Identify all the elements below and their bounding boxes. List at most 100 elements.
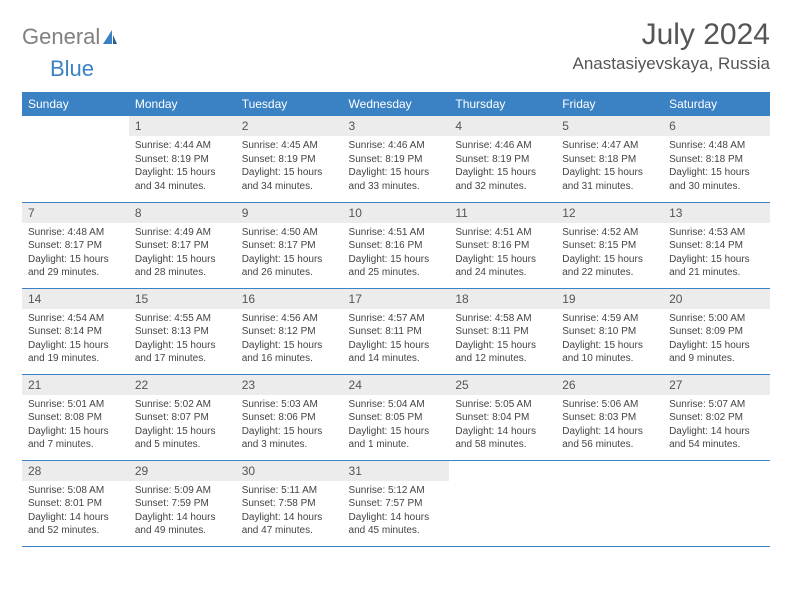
sunset-text: Sunset: 8:19 PM	[135, 153, 230, 167]
daylight-text: and 52 minutes.	[28, 524, 123, 538]
daylight-text: and 34 minutes.	[135, 180, 230, 194]
sunrise-text: Sunrise: 4:56 AM	[242, 312, 337, 326]
daylight-text: Daylight: 15 hours	[562, 166, 657, 180]
day-number: 9	[236, 203, 343, 223]
sunset-text: Sunset: 8:14 PM	[28, 325, 123, 339]
day-number: 31	[343, 461, 450, 481]
daylight-text: Daylight: 14 hours	[669, 425, 764, 439]
daylight-text: Daylight: 15 hours	[242, 425, 337, 439]
calendar-day-cell: 11Sunrise: 4:51 AMSunset: 8:16 PMDayligh…	[449, 202, 556, 288]
sunrise-text: Sunrise: 4:51 AM	[455, 226, 550, 240]
day-number: 12	[556, 203, 663, 223]
sunset-text: Sunset: 7:58 PM	[242, 497, 337, 511]
sunrise-text: Sunrise: 5:03 AM	[242, 398, 337, 412]
sunrise-text: Sunrise: 4:51 AM	[349, 226, 444, 240]
calendar-day-cell: 30Sunrise: 5:11 AMSunset: 7:58 PMDayligh…	[236, 460, 343, 546]
day-details: Sunrise: 5:06 AMSunset: 8:03 PMDaylight:…	[556, 395, 663, 456]
sunset-text: Sunset: 8:05 PM	[349, 411, 444, 425]
sunrise-text: Sunrise: 4:46 AM	[455, 139, 550, 153]
calendar-day-cell: 22Sunrise: 5:02 AMSunset: 8:07 PMDayligh…	[129, 374, 236, 460]
sunset-text: Sunset: 8:02 PM	[669, 411, 764, 425]
sunrise-text: Sunrise: 5:12 AM	[349, 484, 444, 498]
day-details: Sunrise: 4:54 AMSunset: 8:14 PMDaylight:…	[22, 309, 129, 370]
daylight-text: Daylight: 15 hours	[28, 339, 123, 353]
daylight-text: and 24 minutes.	[455, 266, 550, 280]
daylight-text: Daylight: 14 hours	[562, 425, 657, 439]
day-number: 13	[663, 203, 770, 223]
calendar-day-cell	[556, 460, 663, 546]
calendar-day-cell: 10Sunrise: 4:51 AMSunset: 8:16 PMDayligh…	[343, 202, 450, 288]
sunrise-text: Sunrise: 4:45 AM	[242, 139, 337, 153]
calendar-day-cell	[663, 460, 770, 546]
daylight-text: Daylight: 15 hours	[455, 339, 550, 353]
sunrise-text: Sunrise: 5:05 AM	[455, 398, 550, 412]
day-details: Sunrise: 4:53 AMSunset: 8:14 PMDaylight:…	[663, 223, 770, 284]
day-details: Sunrise: 5:07 AMSunset: 8:02 PMDaylight:…	[663, 395, 770, 456]
day-details: Sunrise: 4:44 AMSunset: 8:19 PMDaylight:…	[129, 136, 236, 197]
day-number: 5	[556, 116, 663, 136]
calendar-body: 1Sunrise: 4:44 AMSunset: 8:19 PMDaylight…	[22, 116, 770, 546]
daylight-text: and 21 minutes.	[669, 266, 764, 280]
daylight-text: Daylight: 15 hours	[28, 425, 123, 439]
sunrise-text: Sunrise: 4:59 AM	[562, 312, 657, 326]
day-details: Sunrise: 5:09 AMSunset: 7:59 PMDaylight:…	[129, 481, 236, 542]
daylight-text: Daylight: 14 hours	[135, 511, 230, 525]
daylight-text: and 19 minutes.	[28, 352, 123, 366]
day-details: Sunrise: 5:01 AMSunset: 8:08 PMDaylight:…	[22, 395, 129, 456]
sunrise-text: Sunrise: 5:01 AM	[28, 398, 123, 412]
sunrise-text: Sunrise: 5:08 AM	[28, 484, 123, 498]
daylight-text: and 7 minutes.	[28, 438, 123, 452]
logo: General	[22, 18, 120, 50]
day-details: Sunrise: 5:12 AMSunset: 7:57 PMDaylight:…	[343, 481, 450, 542]
calendar-day-cell: 3Sunrise: 4:46 AMSunset: 8:19 PMDaylight…	[343, 116, 450, 202]
day-number: 26	[556, 375, 663, 395]
sunrise-text: Sunrise: 4:50 AM	[242, 226, 337, 240]
sunrise-text: Sunrise: 4:44 AM	[135, 139, 230, 153]
day-number: 20	[663, 289, 770, 309]
daylight-text: and 3 minutes.	[242, 438, 337, 452]
sunset-text: Sunset: 8:10 PM	[562, 325, 657, 339]
day-details: Sunrise: 4:58 AMSunset: 8:11 PMDaylight:…	[449, 309, 556, 370]
calendar-day-cell: 15Sunrise: 4:55 AMSunset: 8:13 PMDayligh…	[129, 288, 236, 374]
sunset-text: Sunset: 8:04 PM	[455, 411, 550, 425]
day-number: 23	[236, 375, 343, 395]
daylight-text: and 58 minutes.	[455, 438, 550, 452]
daylight-text: Daylight: 15 hours	[135, 339, 230, 353]
weekday-header: Monday	[129, 92, 236, 116]
calendar-day-cell	[449, 460, 556, 546]
daylight-text: Daylight: 15 hours	[669, 339, 764, 353]
day-details: Sunrise: 4:57 AMSunset: 8:11 PMDaylight:…	[343, 309, 450, 370]
sunrise-text: Sunrise: 4:54 AM	[28, 312, 123, 326]
day-details: Sunrise: 4:46 AMSunset: 8:19 PMDaylight:…	[449, 136, 556, 197]
calendar-day-cell: 20Sunrise: 5:00 AMSunset: 8:09 PMDayligh…	[663, 288, 770, 374]
daylight-text: Daylight: 14 hours	[455, 425, 550, 439]
daylight-text: and 31 minutes.	[562, 180, 657, 194]
sunset-text: Sunset: 8:03 PM	[562, 411, 657, 425]
calendar-day-cell: 26Sunrise: 5:06 AMSunset: 8:03 PMDayligh…	[556, 374, 663, 460]
daylight-text: Daylight: 15 hours	[349, 166, 444, 180]
daylight-text: Daylight: 14 hours	[349, 511, 444, 525]
sunset-text: Sunset: 8:08 PM	[28, 411, 123, 425]
day-number: 11	[449, 203, 556, 223]
daylight-text: and 5 minutes.	[135, 438, 230, 452]
day-number: 25	[449, 375, 556, 395]
calendar-week-row: 7Sunrise: 4:48 AMSunset: 8:17 PMDaylight…	[22, 202, 770, 288]
calendar-day-cell: 13Sunrise: 4:53 AMSunset: 8:14 PMDayligh…	[663, 202, 770, 288]
daylight-text: and 16 minutes.	[242, 352, 337, 366]
day-details: Sunrise: 4:51 AMSunset: 8:16 PMDaylight:…	[343, 223, 450, 284]
calendar-day-cell: 2Sunrise: 4:45 AMSunset: 8:19 PMDaylight…	[236, 116, 343, 202]
day-details: Sunrise: 5:11 AMSunset: 7:58 PMDaylight:…	[236, 481, 343, 542]
sunset-text: Sunset: 8:14 PM	[669, 239, 764, 253]
day-details: Sunrise: 5:02 AMSunset: 8:07 PMDaylight:…	[129, 395, 236, 456]
sunrise-text: Sunrise: 5:07 AM	[669, 398, 764, 412]
sunrise-text: Sunrise: 4:47 AM	[562, 139, 657, 153]
daylight-text: Daylight: 15 hours	[455, 253, 550, 267]
daylight-text: and 34 minutes.	[242, 180, 337, 194]
daylight-text: Daylight: 15 hours	[669, 166, 764, 180]
calendar-week-row: 28Sunrise: 5:08 AMSunset: 8:01 PMDayligh…	[22, 460, 770, 546]
day-details: Sunrise: 4:52 AMSunset: 8:15 PMDaylight:…	[556, 223, 663, 284]
day-number: 22	[129, 375, 236, 395]
sail-icon	[102, 29, 118, 45]
sunrise-text: Sunrise: 5:04 AM	[349, 398, 444, 412]
weekday-header: Sunday	[22, 92, 129, 116]
